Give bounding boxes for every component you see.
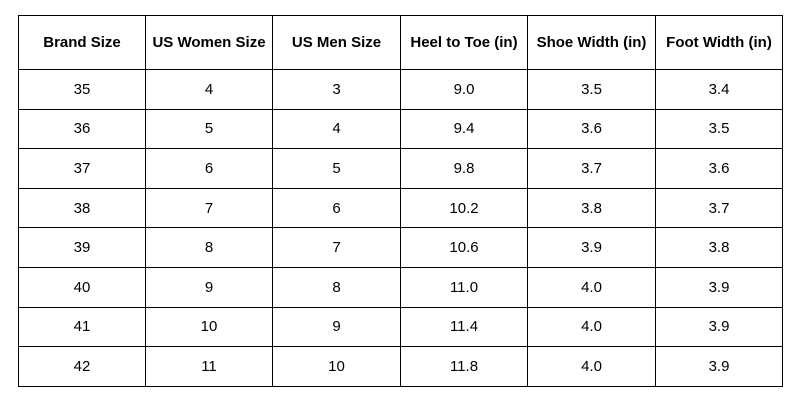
cell-us-women-size: 9: [145, 266, 273, 308]
cell-shoe-width: 3.9: [527, 227, 656, 268]
cell-us-men-size: 8: [272, 266, 401, 308]
cell-us-women-size: 8: [145, 227, 273, 268]
cell-heel-to-toe: 10.2: [400, 187, 528, 229]
cell-brand-size: 40: [18, 266, 146, 308]
cell-us-women-size: 6: [145, 148, 273, 189]
cell-brand-size: 39: [18, 227, 146, 268]
table-row: 40 9 8 11.0 4.0 3.9: [18, 266, 783, 308]
cell-shoe-width: 3.7: [527, 148, 656, 189]
cell-foot-width: 3.9: [655, 266, 783, 308]
cell-us-men-size: 5: [272, 148, 401, 189]
cell-heel-to-toe: 9.0: [400, 69, 528, 110]
cell-shoe-width: 4.0: [527, 306, 656, 348]
cell-us-women-size: 7: [145, 187, 273, 229]
cell-foot-width: 3.9: [655, 306, 783, 348]
cell-us-women-size: 4: [145, 69, 273, 110]
table-row: 38 7 6 10.2 3.8 3.7: [18, 187, 783, 229]
cell-us-men-size: 10: [272, 346, 401, 387]
table-row: 36 5 4 9.4 3.6 3.5: [18, 108, 783, 150]
cell-foot-width: 3.8: [655, 227, 783, 268]
cell-us-women-size: 5: [145, 108, 273, 150]
size-chart-table: Brand Size US Women Size US Men Size Hee…: [18, 15, 783, 387]
cell-foot-width: 3.4: [655, 69, 783, 110]
header-foot-width: Foot Width (in): [655, 15, 783, 70]
header-heel-to-toe: Heel to Toe (in): [400, 15, 528, 70]
cell-us-men-size: 9: [272, 306, 401, 348]
table-row: 37 6 5 9.8 3.7 3.6: [18, 148, 783, 189]
header-row: Brand Size US Women Size US Men Size Hee…: [18, 15, 783, 70]
cell-us-men-size: 4: [272, 108, 401, 150]
cell-us-women-size: 10: [145, 306, 273, 348]
table-row: 41 10 9 11.4 4.0 3.9: [18, 306, 783, 348]
table-row: 39 8 7 10.6 3.9 3.8: [18, 227, 783, 268]
cell-brand-size: 38: [18, 187, 146, 229]
cell-us-men-size: 7: [272, 227, 401, 268]
cell-foot-width: 3.9: [655, 346, 783, 387]
cell-heel-to-toe: 9.4: [400, 108, 528, 150]
header-brand-size: Brand Size: [18, 15, 146, 70]
cell-us-women-size: 11: [145, 346, 273, 387]
cell-brand-size: 37: [18, 148, 146, 189]
header-us-women-size: US Women Size: [145, 15, 273, 70]
size-chart-header: Brand Size US Women Size US Men Size Hee…: [18, 15, 783, 70]
cell-shoe-width: 4.0: [527, 266, 656, 308]
cell-foot-width: 3.6: [655, 148, 783, 189]
header-shoe-width: Shoe Width (in): [527, 15, 656, 70]
cell-shoe-width: 4.0: [527, 346, 656, 387]
cell-brand-size: 41: [18, 306, 146, 348]
cell-shoe-width: 3.5: [527, 69, 656, 110]
cell-shoe-width: 3.6: [527, 108, 656, 150]
cell-brand-size: 42: [18, 346, 146, 387]
size-chart-body: 35 4 3 9.0 3.5 3.4 36 5 4 9.4 3.6 3.5 37…: [18, 69, 783, 387]
table-row: 42 11 10 11.8 4.0 3.9: [18, 346, 783, 387]
cell-heel-to-toe: 11.8: [400, 346, 528, 387]
cell-shoe-width: 3.8: [527, 187, 656, 229]
cell-brand-size: 35: [18, 69, 146, 110]
cell-heel-to-toe: 10.6: [400, 227, 528, 268]
cell-heel-to-toe: 11.0: [400, 266, 528, 308]
cell-us-men-size: 6: [272, 187, 401, 229]
cell-foot-width: 3.5: [655, 108, 783, 150]
header-us-men-size: US Men Size: [272, 15, 401, 70]
table-row: 35 4 3 9.0 3.5 3.4: [18, 69, 783, 110]
cell-us-men-size: 3: [272, 69, 401, 110]
cell-brand-size: 36: [18, 108, 146, 150]
cell-foot-width: 3.7: [655, 187, 783, 229]
cell-heel-to-toe: 9.8: [400, 148, 528, 189]
cell-heel-to-toe: 11.4: [400, 306, 528, 348]
